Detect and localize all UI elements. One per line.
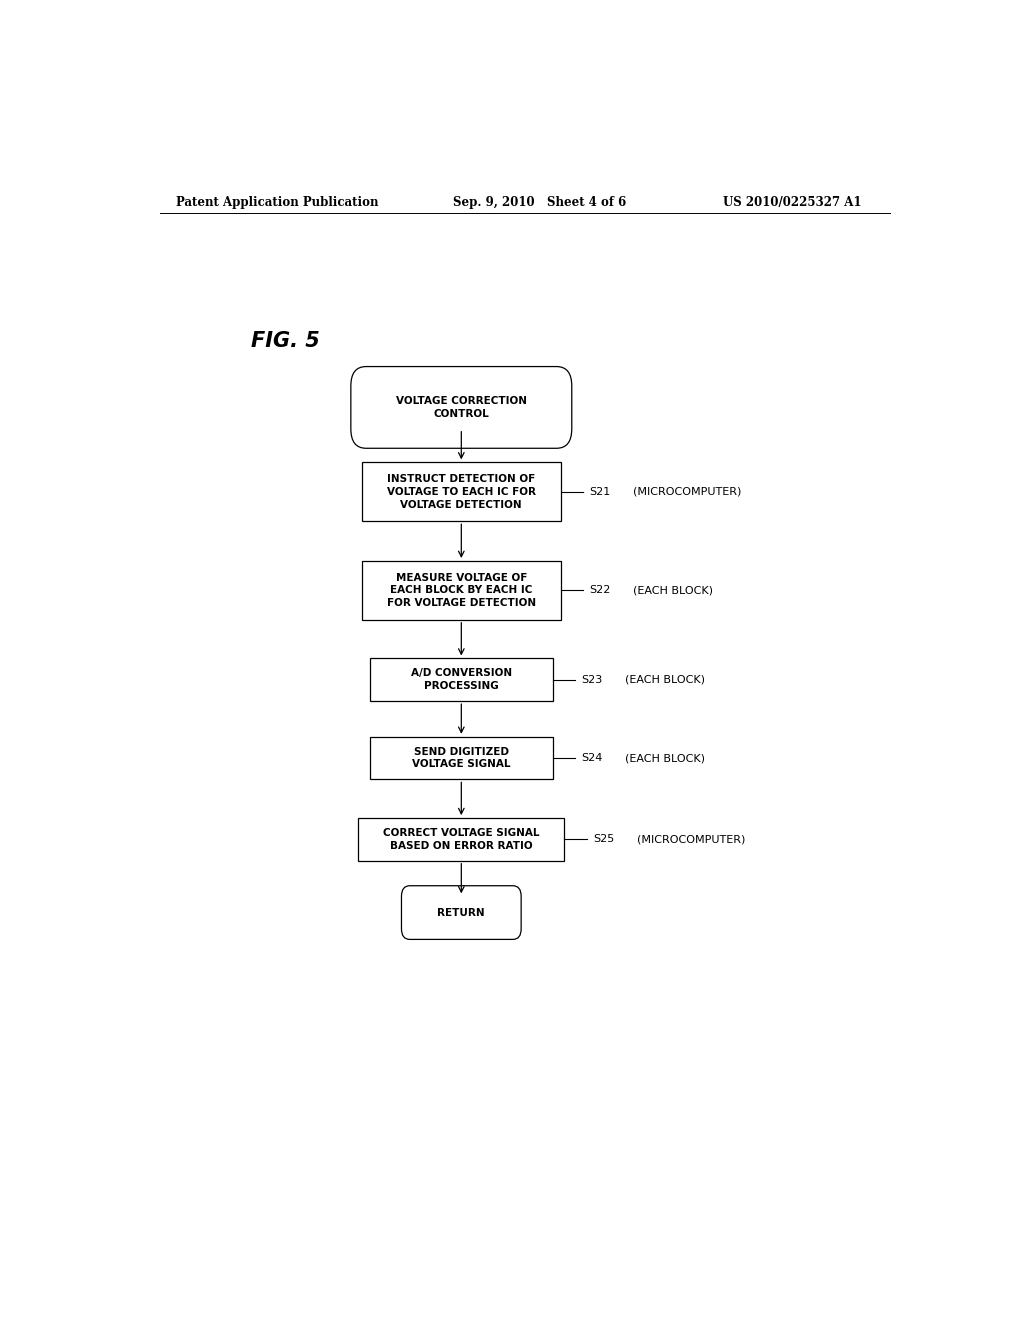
FancyBboxPatch shape	[362, 561, 560, 620]
Text: (EACH BLOCK): (EACH BLOCK)	[625, 754, 705, 763]
FancyBboxPatch shape	[370, 659, 553, 701]
Text: S21: S21	[589, 487, 610, 496]
FancyBboxPatch shape	[351, 367, 571, 449]
Text: (EACH BLOCK): (EACH BLOCK)	[633, 585, 713, 595]
Text: MEASURE VOLTAGE OF
EACH BLOCK BY EACH IC
FOR VOLTAGE DETECTION: MEASURE VOLTAGE OF EACH BLOCK BY EACH IC…	[387, 573, 536, 609]
FancyBboxPatch shape	[362, 462, 560, 521]
Text: US 2010/0225327 A1: US 2010/0225327 A1	[723, 195, 862, 209]
FancyBboxPatch shape	[370, 737, 553, 779]
Text: (MICROCOMPUTER): (MICROCOMPUTER)	[637, 834, 745, 845]
Text: SEND DIGITIZED
VOLTAGE SIGNAL: SEND DIGITIZED VOLTAGE SIGNAL	[412, 747, 511, 770]
FancyBboxPatch shape	[358, 818, 564, 861]
Text: S23: S23	[582, 675, 602, 685]
Text: INSTRUCT DETECTION OF
VOLTAGE TO EACH IC FOR
VOLTAGE DETECTION: INSTRUCT DETECTION OF VOLTAGE TO EACH IC…	[387, 474, 536, 510]
Text: (EACH BLOCK): (EACH BLOCK)	[625, 675, 705, 685]
Text: FIG. 5: FIG. 5	[251, 331, 319, 351]
Text: RETURN: RETURN	[437, 908, 485, 917]
Text: Patent Application Publication: Patent Application Publication	[176, 195, 378, 209]
Text: VOLTAGE CORRECTION
CONTROL: VOLTAGE CORRECTION CONTROL	[396, 396, 526, 418]
Text: S25: S25	[593, 834, 614, 845]
Text: S24: S24	[582, 754, 602, 763]
Text: (MICROCOMPUTER): (MICROCOMPUTER)	[633, 487, 741, 496]
Text: A/D CONVERSION
PROCESSING: A/D CONVERSION PROCESSING	[411, 668, 512, 692]
Text: CORRECT VOLTAGE SIGNAL
BASED ON ERROR RATIO: CORRECT VOLTAGE SIGNAL BASED ON ERROR RA…	[383, 828, 540, 851]
Text: Sep. 9, 2010   Sheet 4 of 6: Sep. 9, 2010 Sheet 4 of 6	[454, 195, 627, 209]
Text: S22: S22	[589, 585, 610, 595]
FancyBboxPatch shape	[401, 886, 521, 940]
